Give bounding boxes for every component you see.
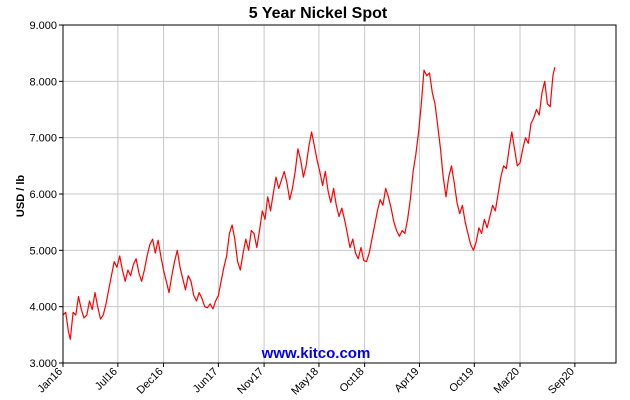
x-tick-label: Nov17 [235,366,266,397]
grid-lines [62,24,616,364]
x-tick-label: Apr19 [392,366,421,395]
x-tick-label: Sep20 [546,366,577,397]
x-tick-label: Jun17 [191,366,221,396]
x-tick-labels: Jan16 Jul16 Dec16 Jun17 Nov17 May18 Oct18 Apr19… [35,363,577,397]
x-tick-label: Mar20 [492,366,523,397]
y-tick-label: 4.000 [29,302,57,314]
y-tick-label: 3.000 [29,358,57,370]
chart-title: 5 Year Nickel Spot [249,5,388,22]
watermark-link[interactable]: www.kitco.com [261,345,371,362]
y-tick-label: 7.000 [29,133,57,145]
y-tick-label: 9.000 [29,20,57,32]
y-tick-label: 8.000 [29,76,57,88]
y-tick-label: 5.000 [29,245,57,257]
series-layer [62,67,556,340]
x-tick-label: May18 [289,366,321,398]
x-tick-label: Jul16 [93,366,120,393]
x-tick-label: Dec16 [135,366,166,397]
y-axis-label: USD / lb [15,175,27,217]
series-line [62,67,556,340]
x-tick-label: Oct18 [338,366,367,395]
x-tick-label: Oct19 [447,366,476,395]
y-tick-label: 6.000 [29,189,57,201]
x-tick-label: Jan16 [35,366,65,396]
y-tick-labels: 3.000 4.000 5.000 6.000 7.000 8.000 9.000 [29,20,63,370]
